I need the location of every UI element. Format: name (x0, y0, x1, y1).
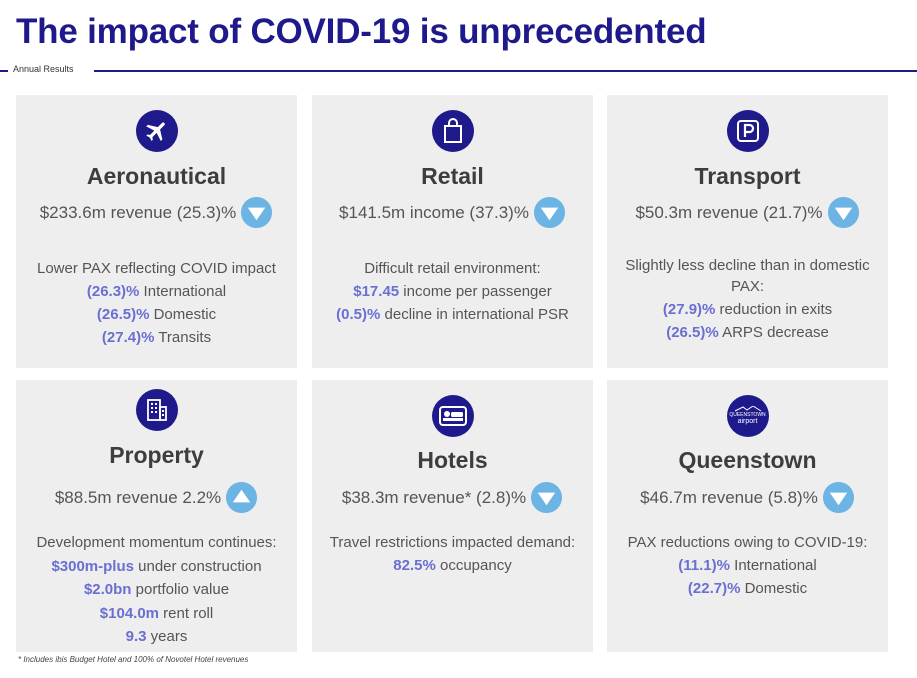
detail-line: 9.3 years (125, 628, 188, 645)
footnote: * Includes ibis Budget Hotel and 100% of… (18, 655, 249, 664)
card-title: Transport (694, 163, 801, 189)
divider-line-left (0, 70, 8, 72)
metric-row: $50.3m revenue (21.7)% (607, 196, 888, 229)
building-icon (135, 389, 178, 431)
card-queenstown: QUEENSTOWN airport Queenstown $46.7m rev… (607, 380, 888, 652)
card-title: Property (109, 442, 204, 468)
detail-line: (27.4)% Transits (101, 329, 212, 346)
airplane-icon (135, 110, 178, 152)
trend-down-icon (531, 481, 563, 514)
detail-line: Development momentum continues: (36, 534, 277, 551)
detail-line: (26.5)% Domestic (96, 306, 217, 323)
divider-line-right (94, 70, 917, 72)
metric-value: $233.6m revenue (25.3)% (39, 202, 237, 222)
card-details: Development momentum continues: $300m-pl… (22, 531, 291, 649)
detail-line: Travel restrictions impacted demand: (329, 534, 576, 551)
detail-line: (26.5)% ARPS decrease (666, 324, 829, 341)
queenstown-airport-logo-icon: QUEENSTOWN airport (726, 395, 769, 437)
section-label: Annual Results (13, 64, 74, 74)
parking-icon (726, 110, 769, 152)
detail-line: (0.5)% decline in international PSR (336, 306, 569, 323)
shopping-bag-icon (431, 110, 474, 152)
card-details: Difficult retail environment: $17.45 inc… (318, 257, 587, 326)
trend-up-icon (226, 481, 258, 514)
detail-line: (22.7)% Domestic (687, 580, 808, 597)
card-property: Property $88.5m revenue 2.2% Development… (16, 380, 297, 652)
detail-line: (27.9)% reduction in exits (662, 301, 833, 318)
page-title: The impact of COVID-19 is unprecedented (16, 12, 707, 51)
card-transport: Transport $50.3m revenue (21.7)% Slightl… (607, 95, 888, 368)
card-details: Travel restrictions impacted demand: 82.… (318, 531, 587, 577)
metric-row: $88.5m revenue 2.2% (16, 481, 297, 514)
bed-icon (431, 395, 474, 437)
detail-line: Slightly less decline than in domestic P… (625, 257, 870, 295)
trend-down-icon (241, 196, 273, 229)
trend-down-icon (827, 196, 859, 229)
trend-down-icon (533, 196, 565, 229)
detail-line: $104.0m rent roll (99, 604, 214, 622)
metric-value: $46.7m revenue (5.8)% (640, 487, 818, 507)
metric-value: $141.5m income (37.3)% (339, 202, 529, 222)
detail-line: Difficult retail environment: (364, 260, 541, 277)
card-title: Aeronautical (86, 163, 227, 189)
detail-line: Lower PAX reflecting COVID impact (37, 260, 276, 277)
metric-row: $38.3m revenue* (2.8)% (312, 481, 593, 514)
card-retail: Retail $141.5m income (37.3)% Difficult … (312, 95, 593, 368)
detail-line: 82.5% occupancy (393, 557, 512, 574)
detail-line: $300m-plus under construction (51, 557, 262, 575)
card-title: Hotels (417, 447, 488, 473)
section-divider: Annual Results (0, 64, 917, 76)
card-hotels: Hotels $38.3m revenue* (2.8)% Travel res… (312, 380, 593, 652)
detail-line: $2.0bn portfolio value (83, 581, 230, 598)
card-title: Retail (421, 163, 484, 189)
metric-row: $141.5m income (37.3)% (312, 196, 593, 229)
trend-down-icon (822, 481, 854, 514)
card-aeronautical: Aeronautical $233.6m revenue (25.3)% Low… (16, 95, 297, 368)
detail-line: PAX reductions owing to COVID-19: (627, 534, 868, 551)
card-details: Lower PAX reflecting COVID impact (26.3)… (22, 257, 291, 349)
metric-row: $233.6m revenue (25.3)% (16, 196, 297, 229)
card-title: Queenstown (678, 447, 817, 473)
metric-value: $50.3m revenue (21.7)% (635, 202, 823, 222)
metric-value: $88.5m revenue 2.2% (54, 487, 222, 507)
metric-value: $38.3m revenue* (2.8)% (341, 487, 527, 507)
card-details: Slightly less decline than in domestic P… (613, 255, 882, 343)
detail-line: $17.45 income per passenger (353, 283, 552, 300)
metric-row: $46.7m revenue (5.8)% (607, 481, 888, 514)
detail-line: (26.3)% International (86, 283, 227, 300)
card-details: PAX reductions owing to COVID-19: (11.1)… (613, 531, 882, 600)
detail-line: (11.1)% International (678, 557, 817, 574)
